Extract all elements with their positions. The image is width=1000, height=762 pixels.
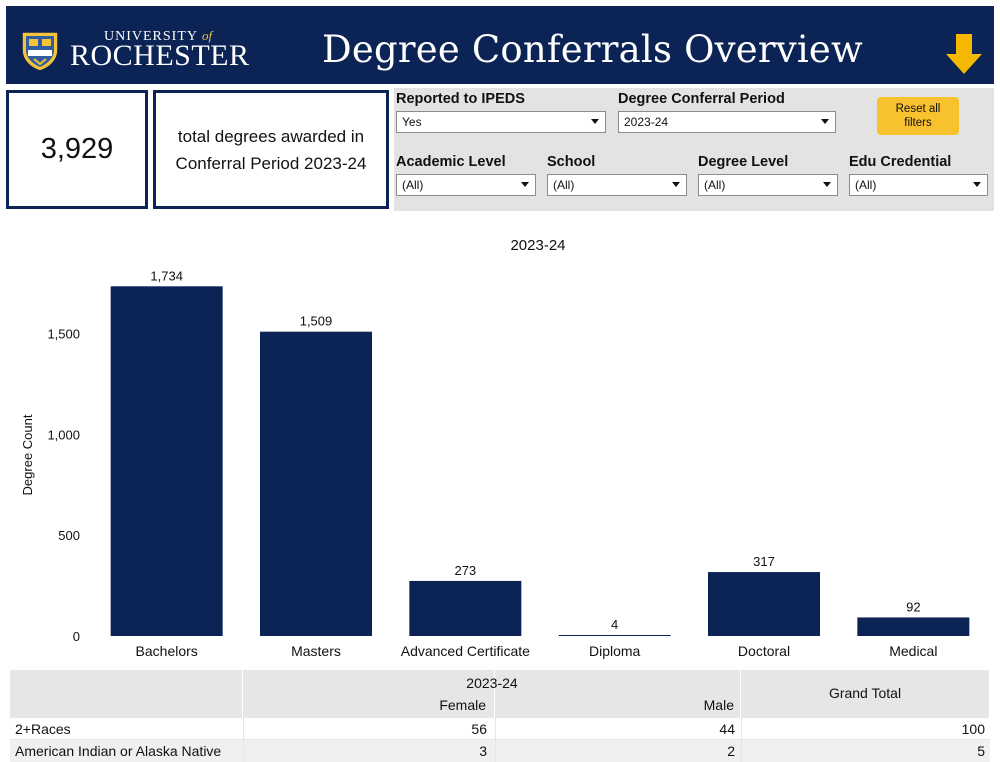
chart-title: 2023-24 (510, 237, 565, 254)
filter-value-period: 2023-24 (624, 115, 669, 129)
filter-label-degree-level: Degree Level (698, 154, 789, 170)
bar-value-label: 317 (753, 554, 775, 569)
filter-value-credential: (All) (855, 178, 877, 192)
chevron-down-icon (823, 182, 831, 187)
table-period-header-left (243, 670, 495, 694)
download-arrow-icon[interactable] (944, 32, 984, 76)
reset-filters-button[interactable]: Reset all filters (877, 97, 959, 135)
table-cell-male: 2 (495, 740, 741, 762)
chevron-down-icon (672, 182, 680, 187)
x-category-label: Masters (291, 643, 341, 659)
filter-value-degree-level: (All) (704, 178, 726, 192)
logo-text-university: UNIVERSITY of (104, 28, 213, 44)
filter-value-school: (All) (553, 178, 575, 192)
filter-select-reported[interactable]: Yes (396, 111, 606, 133)
y-tick-label: 1,000 (47, 427, 80, 442)
filter-select-degree-level[interactable]: (All) (698, 174, 838, 196)
bar (857, 617, 970, 636)
filter-select-academic[interactable]: (All) (396, 174, 536, 196)
table-col-grand-total[interactable]: Grand Total (741, 670, 990, 718)
conferrals-table: 2023-24 Female Male Grand Total 2+Races … (10, 670, 990, 762)
bar (409, 580, 522, 636)
bar-value-label: 1,509 (300, 314, 333, 329)
chevron-down-icon (821, 119, 829, 124)
table-cell-female: 56 (243, 718, 495, 740)
filter-select-period[interactable]: 2023-24 (618, 111, 836, 133)
filter-label-school: School (547, 154, 596, 170)
kpi-total-value: 3,929 (40, 133, 114, 165)
y-axis-label: Degree Count (20, 414, 35, 495)
kpi-description-card: total degrees awarded in Conferral Perio… (153, 90, 389, 209)
bar (110, 286, 223, 636)
page-title: Degree Conferrals Overview (322, 28, 863, 71)
reset-filters-line1: Reset all (895, 103, 941, 115)
filter-value-reported: Yes (402, 115, 422, 129)
chevron-down-icon (591, 119, 599, 124)
table-cell-male: 44 (495, 718, 741, 740)
filter-select-school[interactable]: (All) (547, 174, 687, 196)
header: UNIVERSITY of ROCHESTER Degree Conferral… (0, 0, 1000, 86)
table-col-male[interactable]: Male (495, 694, 741, 718)
filter-value-academic: (All) (402, 178, 424, 192)
university-logo[interactable]: UNIVERSITY of ROCHESTER (18, 28, 258, 74)
logo-text-of: of (201, 28, 213, 43)
table-corner-header (10, 670, 243, 718)
x-category-label: Doctoral (738, 643, 790, 659)
filter-panel: Reported to IPEDS Yes Degree Conferral P… (394, 88, 994, 211)
header-bar: UNIVERSITY of ROCHESTER Degree Conferral… (6, 6, 994, 84)
table-period-header-right (495, 670, 741, 694)
table-row[interactable]: 2+Races 56 44 100 (10, 718, 990, 740)
y-tick-label: 1,500 (47, 327, 80, 342)
table-row[interactable]: American Indian or Alaska Native 3 2 5 (10, 740, 990, 762)
x-category-label: Diploma (589, 643, 641, 659)
table-cell-female: 3 (243, 740, 495, 762)
filter-label-academic: Academic Level (396, 154, 506, 170)
bar-value-label: 92 (906, 599, 920, 614)
bar (260, 331, 372, 636)
filter-label-credential: Edu Credential (849, 154, 952, 170)
x-category-label: Advanced Certificate (401, 643, 530, 659)
logo-text-rochester: ROCHESTER (70, 39, 250, 72)
university-seal-icon (21, 31, 59, 72)
filter-label-period: Degree Conferral Period (618, 91, 785, 107)
y-tick-label: 500 (58, 528, 80, 543)
bar (558, 635, 671, 636)
filter-select-credential[interactable]: (All) (849, 174, 988, 196)
bar-value-label: 4 (611, 617, 618, 632)
y-tick-label: 0 (73, 629, 80, 644)
kpi-total-card: 3,929 (6, 90, 148, 209)
table-period-header: 2023-24 (466, 675, 518, 691)
kpi-description-line2: Conferral Period 2023-24 (175, 153, 367, 173)
bar-value-label: 273 (454, 563, 476, 578)
degree-bar-chart: 2023-24 Degree Count 0 500 1,000 1,500 1,734 Ba… (20, 237, 970, 659)
filter-label-reported: Reported to IPEDS (396, 91, 525, 107)
table-row-label: 2+Races (15, 721, 71, 737)
kpi-description-line1: total degrees awarded in (177, 126, 365, 146)
bar-value-label: 1,734 (150, 268, 183, 283)
table-cell-total: 100 (741, 718, 990, 740)
x-category-label: Bachelors (136, 643, 198, 659)
chevron-down-icon (521, 182, 529, 187)
bar (708, 572, 820, 636)
table-row-label: American Indian or Alaska Native (15, 743, 222, 759)
table-col-female[interactable]: Female (243, 694, 495, 718)
table-cell-total: 5 (741, 740, 990, 762)
chevron-down-icon (973, 182, 981, 187)
x-category-label: Medical (889, 643, 937, 659)
reset-filters-line2: filters (904, 117, 932, 129)
